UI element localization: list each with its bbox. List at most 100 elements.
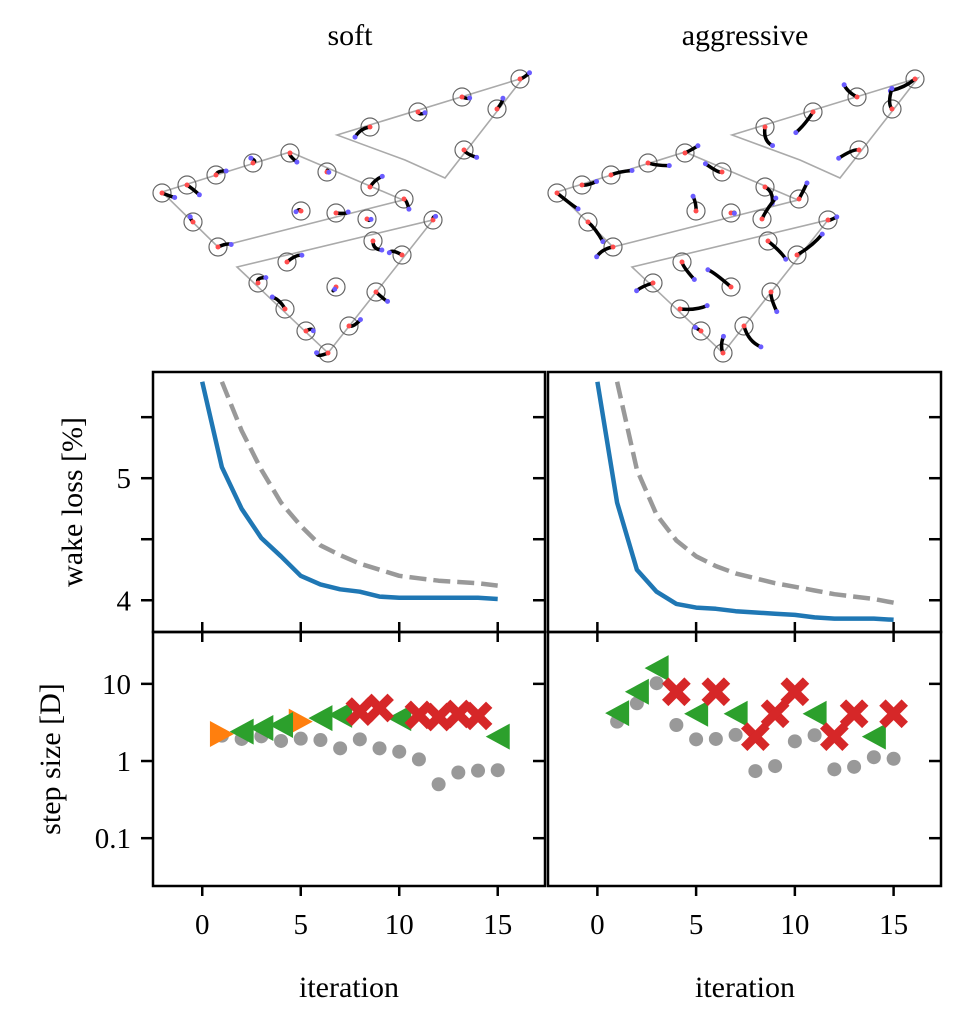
point-gray-circle: [886, 751, 901, 766]
turbine-start-dot: [494, 106, 500, 112]
axes-frame: [546, 630, 943, 888]
turbine: [675, 143, 701, 163]
turbine-end-dot: [314, 350, 320, 356]
turbine-start-dot: [796, 196, 802, 202]
turbine-ring: [818, 210, 838, 230]
turbine-end-dot: [474, 154, 480, 160]
turbine-start-dot: [215, 244, 221, 250]
turbine: [638, 153, 672, 173]
point-green-triangle-left: [308, 705, 333, 732]
turbine-ring: [643, 273, 663, 293]
turbine-end-dot: [793, 130, 799, 136]
point-gray-circle: [411, 752, 426, 767]
point-gray-circle: [728, 727, 743, 742]
data-layer: [200, 380, 498, 602]
turbine-end-dot: [248, 155, 254, 161]
turbine-ring: [603, 237, 623, 257]
point-red-x: [365, 693, 394, 723]
x-stroke: [365, 693, 394, 723]
turbine-end-dot: [834, 214, 840, 220]
turbine: [296, 321, 316, 341]
turbine: [670, 299, 710, 319]
turbine: [408, 102, 428, 122]
point-green-triangle-left: [328, 701, 353, 728]
turbine-end-dot: [223, 168, 229, 174]
title-aggressive: aggressive: [682, 19, 809, 52]
turbine: [601, 165, 635, 185]
boundary-polygon: [555, 151, 801, 248]
series-solid-line: [595, 381, 894, 623]
turbine-start-dot: [554, 190, 560, 196]
x-tick-label: 10: [385, 909, 414, 941]
point-red-x: [780, 677, 810, 707]
turbine-end-dot: [841, 82, 847, 88]
axes-frame: [151, 370, 547, 634]
turbine-end-dot: [692, 324, 698, 330]
turbine-end-dot: [293, 209, 299, 215]
point-green-triangle-left: [684, 700, 709, 727]
turbine-ring: [803, 102, 823, 122]
turbine: [818, 210, 840, 230]
panel-soft-step-size: 0 5 10 15 0.1 1 10: [95, 630, 547, 941]
point-gray-circle: [866, 750, 881, 765]
point-red-x: [662, 677, 691, 707]
turbine-end-dot: [406, 206, 412, 212]
turbine-start-dot: [854, 94, 860, 100]
turbine-ring: [183, 212, 203, 232]
turbine: [789, 180, 810, 209]
axes-frame: [546, 370, 943, 634]
turbine: [208, 237, 234, 257]
x-stroke: [780, 677, 810, 707]
turbine-start-dot: [399, 252, 405, 258]
turbine-ring: [317, 162, 337, 182]
turbine-end-dot: [783, 256, 789, 262]
point-gray-circle: [392, 744, 407, 759]
turbine-start-dot: [759, 216, 765, 222]
turbine-end-dot: [228, 242, 234, 248]
turbine-start-dot: [768, 289, 774, 295]
point-gray-circle: [431, 777, 446, 792]
turbine-start-dot: [184, 182, 190, 188]
turbine-start-dot: [250, 160, 256, 166]
turbine-end-dot: [836, 155, 842, 161]
y-tick-label: 0.1: [95, 823, 131, 855]
y-tick-label: 1: [117, 746, 132, 778]
turbine-start-dot: [825, 217, 831, 223]
x-stroke: [701, 677, 731, 707]
turbine: [734, 316, 764, 350]
point-red-x: [345, 697, 375, 726]
point-gray-circle: [490, 763, 505, 778]
point-orange-triangle-right: [209, 720, 234, 747]
turbine-path: [797, 181, 809, 201]
x-stroke: [662, 677, 691, 707]
turbine: [752, 195, 779, 229]
point-gray-circle: [827, 762, 842, 777]
turbine: [243, 153, 263, 173]
turbine-ring: [882, 99, 902, 119]
turbine-end-dot: [187, 214, 193, 220]
turbine-ring: [787, 245, 807, 265]
turbine-ring: [734, 316, 754, 336]
turbine: [394, 189, 414, 212]
turbine-end-dot: [345, 209, 351, 215]
turbine-end-dot: [702, 161, 708, 167]
point-red-x: [879, 699, 908, 729]
turbine: [841, 82, 867, 107]
turbine-start-dot: [682, 150, 688, 156]
turbine-ring: [339, 316, 359, 336]
turbine-path: [719, 334, 726, 355]
turbine-start-dot: [333, 210, 339, 216]
turbine-start-dot: [364, 216, 370, 222]
turbine-path: [634, 281, 655, 293]
point-green-triangle-left: [644, 655, 669, 682]
turbine: [705, 267, 741, 297]
turbine: [721, 203, 741, 223]
point-green-triangle-left: [249, 714, 274, 741]
turbine-ring: [789, 189, 809, 209]
turbine-path: [762, 125, 775, 148]
turbine-end-dot: [634, 288, 640, 294]
ylabel-step-size: step size [D]: [34, 683, 67, 835]
turbine: [578, 212, 606, 245]
turbine-start-dot: [367, 124, 373, 130]
